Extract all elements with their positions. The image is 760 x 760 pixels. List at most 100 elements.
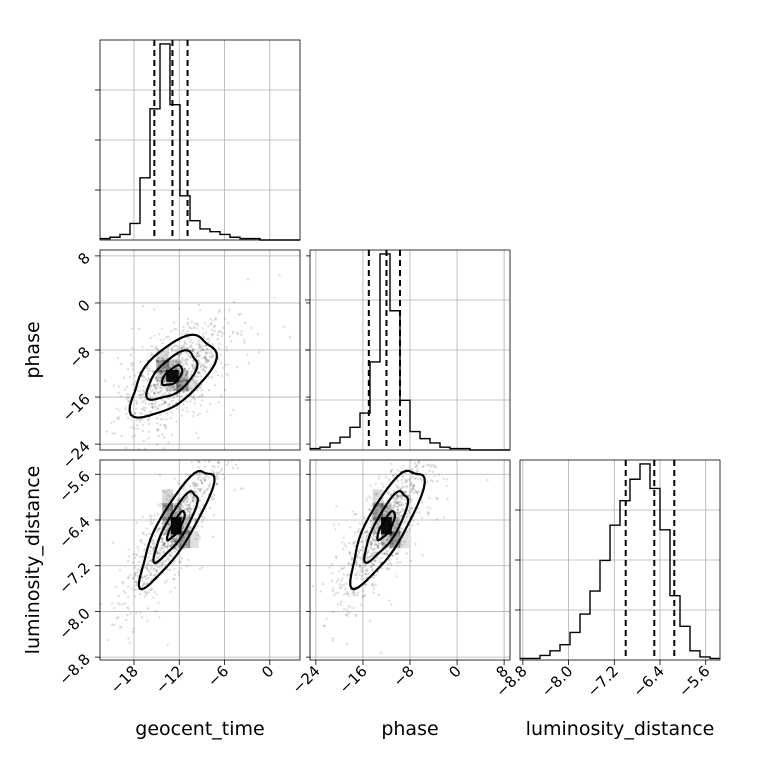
scatter-point	[156, 556, 159, 560]
scatter-point	[370, 562, 374, 566]
scatter-point	[369, 540, 372, 544]
scatter-point	[165, 529, 168, 532]
scatter-point	[149, 520, 152, 523]
scatter-point	[206, 487, 210, 491]
scatter-point	[368, 508, 371, 511]
scatter-point	[163, 386, 167, 389]
scatter-point	[181, 329, 185, 332]
density-cell	[186, 379, 199, 392]
scatter-point	[364, 569, 368, 572]
scatter-point	[161, 367, 165, 370]
scatter-point	[374, 583, 377, 586]
scatter-point	[147, 436, 150, 440]
scatter-point	[158, 473, 162, 477]
scatter-point	[443, 515, 446, 519]
scatter-point	[196, 324, 200, 327]
scatter-point	[155, 593, 159, 596]
scatter-point	[195, 431, 198, 434]
scatter-point	[353, 540, 356, 544]
scatter-point	[394, 505, 398, 508]
scatter-point	[146, 412, 149, 415]
scatter-point	[200, 348, 204, 351]
density-cell	[170, 530, 182, 549]
scatter-point	[428, 496, 431, 500]
scatter-point	[197, 370, 200, 374]
scatter-point	[394, 539, 398, 542]
scatter-point	[207, 376, 211, 379]
scatter-point	[197, 371, 200, 375]
scatter-point	[191, 499, 195, 502]
scatter-point	[358, 565, 361, 568]
scatter-point	[89, 437, 91, 439]
scatter-point	[161, 547, 165, 550]
scatter-point	[180, 361, 184, 364]
scatter-point	[153, 384, 156, 387]
scatter-point	[141, 305, 145, 308]
scatter-point	[223, 456, 225, 458]
scatter-point	[203, 357, 206, 361]
scatter-point	[193, 520, 197, 523]
scatter-point	[414, 476, 418, 480]
scatter-point	[142, 439, 146, 443]
scatter-point	[186, 508, 189, 511]
scatter-point	[146, 560, 150, 563]
scatter-point	[352, 590, 355, 594]
scatter-point	[177, 353, 181, 356]
scatter-point	[136, 427, 139, 430]
y-tick-label: −8.0	[55, 605, 93, 643]
scatter-point	[153, 567, 156, 570]
scatter-point	[173, 586, 176, 589]
scatter-point	[163, 563, 167, 566]
scatter-point	[210, 328, 214, 332]
scatter-point	[172, 538, 176, 541]
scatter-point	[256, 333, 259, 336]
scatter-point	[153, 513, 156, 517]
scatter-point	[154, 559, 158, 562]
scatter-point	[167, 523, 170, 527]
scatter-point	[412, 487, 415, 490]
scatter-point	[439, 454, 441, 456]
scatter-point	[173, 512, 176, 516]
histogram-luminosity-distance	[520, 463, 720, 660]
scatter-point	[353, 512, 356, 516]
scatter-point	[158, 390, 162, 394]
scatter-point	[180, 377, 184, 380]
scatter-point	[171, 515, 175, 518]
scatter-point	[167, 351, 170, 354]
scatter-point	[196, 354, 200, 357]
scatter-point	[199, 394, 202, 398]
scatter-point	[175, 394, 179, 397]
scatter-point	[140, 375, 143, 378]
scatter-point	[190, 370, 193, 373]
scatter-point	[186, 529, 190, 532]
scatter-point	[172, 358, 175, 361]
scatter-point	[142, 389, 145, 392]
scatter-point	[183, 368, 186, 372]
scatter-point	[203, 365, 206, 368]
scatter-point	[135, 582, 139, 586]
scatter-point	[205, 419, 207, 421]
scatter-point	[209, 482, 212, 485]
scatter-point	[168, 380, 172, 383]
scatter-point	[142, 582, 146, 586]
scatter-point	[162, 519, 166, 522]
scatter-point	[344, 587, 347, 591]
scatter-point	[173, 514, 176, 518]
scatter-point	[153, 383, 156, 387]
scatter-point	[192, 327, 195, 330]
scatter-point	[159, 369, 163, 372]
density-cell	[166, 379, 179, 392]
scatter-point	[166, 579, 169, 582]
scatter-point	[180, 516, 184, 519]
scatter-point	[368, 526, 372, 529]
scatter-point	[166, 510, 170, 513]
scatter-point	[340, 584, 343, 587]
scatter-point	[400, 503, 403, 507]
scatter-point	[178, 533, 181, 536]
scatter-point	[388, 533, 392, 537]
scatter-point	[197, 352, 200, 355]
scatter-point	[134, 460, 136, 462]
scatter-point	[201, 481, 204, 485]
scatter-point	[202, 335, 205, 338]
scatter-point	[143, 548, 146, 552]
